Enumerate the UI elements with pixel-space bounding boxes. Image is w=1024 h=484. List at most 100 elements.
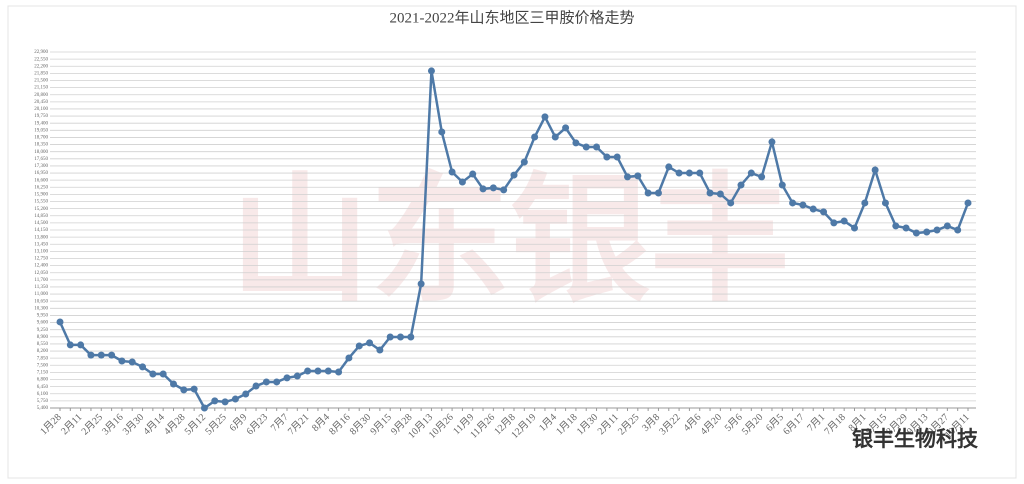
data-point [778,181,786,189]
data-point [737,181,745,189]
y-tick-label: 18,000 [34,150,48,155]
data-point [582,143,590,151]
y-tick-label: 15,900 [34,193,48,198]
data-point [871,166,879,174]
data-point [170,380,177,388]
y-tick-label: 14,850 [34,214,48,219]
data-point [572,139,580,147]
data-point [562,124,570,132]
data-point [324,367,332,375]
data-point [139,363,147,371]
data-point [510,171,518,179]
data-point [355,342,363,350]
y-tick-label: 5,400 [37,406,49,411]
y-tick-label: 13,450 [34,242,48,247]
data-point [943,222,951,230]
y-tick-label: 5,750 [37,399,49,404]
data-point [520,158,528,166]
data-point [851,224,858,232]
data-point [66,341,74,349]
data-point [933,226,941,234]
data-point [840,217,848,225]
y-tick-label: 9,950 [37,314,49,319]
y-tick-label: 8,200 [37,349,49,354]
chart-border [7,5,1017,479]
y-tick-label: 10,300 [34,306,48,311]
y-tick-label: 9,600 [37,321,49,326]
data-point [438,128,446,136]
y-tick-label: 13,100 [34,250,48,255]
data-point [293,372,301,380]
y-tick-label: 12,050 [34,271,48,276]
data-point [252,382,260,390]
y-tick-label: 7,150 [37,371,49,376]
data-point [458,178,466,186]
y-tick-label: 8,900 [37,335,49,340]
data-point [820,208,828,216]
data-point [427,67,435,75]
data-point [221,398,229,406]
data-point [314,367,322,375]
data-point [180,386,188,394]
data-point [634,172,642,180]
data-point [809,205,817,213]
y-tick-label: 20,100 [34,107,48,112]
y-tick-label: 16,950 [34,171,48,176]
y-tick-label: 21,850 [34,72,48,77]
y-tick-label: 20,800 [34,93,48,98]
data-point [262,378,270,386]
data-point [768,138,776,146]
data-point [200,404,208,412]
data-point [376,346,384,354]
data-point [87,351,95,359]
data-point [964,199,972,207]
data-point [892,222,900,230]
data-point [613,153,621,161]
data-point [830,219,838,227]
data-point [97,351,105,359]
y-tick-label: 6,800 [37,378,49,383]
data-point [799,201,807,209]
y-tick-label: 16,600 [34,178,48,183]
data-point [716,190,724,198]
data-point [304,367,312,375]
data-point [541,113,549,121]
data-point [747,169,755,177]
watermark: 山东银丰 [230,160,790,323]
y-tick-label: 10,650 [34,299,48,304]
data-point [345,354,353,362]
data-point [407,333,415,341]
data-point [211,397,219,405]
y-tick-label: 12,750 [34,257,48,262]
data-point [500,186,508,194]
y-tick-label: 11,000 [34,292,48,297]
y-tick-label: 12,400 [34,264,48,269]
data-point [531,133,539,141]
y-tick-label: 19,400 [34,121,48,126]
y-tick-label: 9,250 [37,328,49,333]
data-point [902,224,910,232]
y-tick-label: 7,850 [37,356,49,361]
data-point [77,341,85,349]
data-point [923,228,931,236]
y-tick-label: 22,200 [34,64,48,69]
y-tick-label: 20,450 [34,100,48,105]
y-tick-label: 8,550 [37,342,49,347]
data-point [242,390,250,398]
y-tick-label: 11,350 [34,285,48,290]
y-tick-label: 15,200 [34,207,48,212]
data-point [706,189,714,197]
y-tick-label: 16,250 [34,185,48,190]
data-point [789,199,797,207]
data-point [128,358,136,366]
data-point [551,133,559,141]
data-point [654,189,662,197]
data-point [159,370,167,378]
data-point [386,333,394,341]
data-point [954,226,962,234]
data-point [469,170,477,178]
brand-label: 银丰生物科技 [852,427,979,451]
data-point [696,169,704,177]
y-tick-label: 18,700 [34,136,48,141]
